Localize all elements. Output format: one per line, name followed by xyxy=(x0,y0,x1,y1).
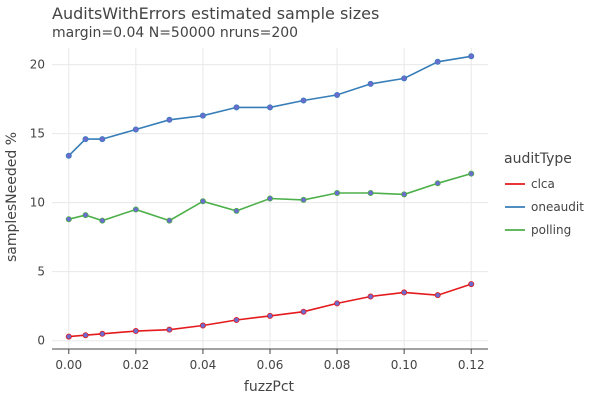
legend-label-clca: clca xyxy=(531,177,555,191)
data-point-oneaudit xyxy=(199,112,206,119)
data-point-oneaudit xyxy=(401,75,408,82)
data-point-clca xyxy=(233,317,240,324)
data-point-clca xyxy=(367,293,374,300)
data-point-clca xyxy=(266,312,273,319)
data-point-oneaudit xyxy=(82,136,89,143)
data-point-oneaudit xyxy=(99,136,106,143)
data-point-clca xyxy=(82,332,89,339)
data-point-oneaudit xyxy=(300,97,307,104)
legend: auditType clca oneaudit polling xyxy=(504,151,584,237)
data-point-polling xyxy=(468,170,475,177)
series-line-clca xyxy=(68,283,472,338)
legend-title: auditType xyxy=(504,151,572,167)
x-tick-label: 0.06 xyxy=(257,358,284,372)
x-tick-label: 0.12 xyxy=(458,358,485,372)
data-point-clca xyxy=(166,326,173,333)
x-tick-label: 0.08 xyxy=(324,358,351,372)
data-point-polling xyxy=(199,198,206,205)
chart-subtitle: margin=0.04 N=50000 nruns=200 xyxy=(52,25,298,41)
legend-label-oneaudit: oneaudit xyxy=(531,200,584,214)
data-point-polling xyxy=(367,189,374,196)
data-point-clca xyxy=(300,308,307,315)
y-axis-label: samplesNeeded % xyxy=(4,132,20,262)
legend-label-polling: polling xyxy=(531,223,571,237)
data-point-oneaudit xyxy=(166,116,173,123)
x-tick-label: 0.02 xyxy=(122,358,149,372)
data-point-polling xyxy=(132,206,139,213)
data-point-polling xyxy=(99,217,106,224)
y-tick-label: 5 xyxy=(37,265,45,279)
series-line-oneaudit xyxy=(68,55,472,157)
data-point-polling xyxy=(434,180,441,187)
data-point-clca xyxy=(401,289,408,296)
y-tick-label: 10 xyxy=(30,196,45,210)
data-point-oneaudit xyxy=(65,152,72,159)
x-tick-label: 0.04 xyxy=(190,358,217,372)
data-point-polling xyxy=(401,191,408,198)
data-point-clca xyxy=(334,300,341,307)
plot-area xyxy=(65,53,475,340)
data-point-clca xyxy=(132,328,139,335)
y-tick-label: 20 xyxy=(30,58,45,72)
data-point-polling xyxy=(82,212,89,219)
series-line-polling xyxy=(68,172,472,222)
x-tick-label: 0.10 xyxy=(391,358,418,372)
x-axis-label: fuzzPct xyxy=(244,379,295,395)
data-point-clca xyxy=(99,330,106,337)
data-point-oneaudit xyxy=(233,104,240,111)
data-point-clca xyxy=(65,333,72,340)
data-point-oneaudit xyxy=(434,58,441,65)
data-point-polling xyxy=(300,196,307,203)
data-point-polling xyxy=(334,189,341,196)
data-point-polling xyxy=(266,195,273,202)
data-point-polling xyxy=(65,216,72,223)
data-point-polling xyxy=(233,207,240,214)
data-point-clca xyxy=(434,292,441,299)
y-tick-label: 15 xyxy=(30,127,45,141)
grid xyxy=(52,48,488,349)
y-tick-label: 0 xyxy=(37,334,45,348)
data-point-oneaudit xyxy=(132,126,139,133)
data-point-clca xyxy=(468,281,475,288)
data-point-polling xyxy=(166,217,173,224)
chart-title: AuditsWithErrors estimated sample sizes xyxy=(52,4,379,23)
data-point-clca xyxy=(199,322,206,329)
data-point-oneaudit xyxy=(266,104,273,111)
data-point-oneaudit xyxy=(367,80,374,87)
x-tick-label: 0.00 xyxy=(55,358,82,372)
axes: 0.00 0.02 0.04 0.06 0.08 0.10 0.12 0 5 10 15 20 xyxy=(30,58,488,372)
data-point-oneaudit xyxy=(334,91,341,98)
data-point-oneaudit xyxy=(468,53,475,60)
